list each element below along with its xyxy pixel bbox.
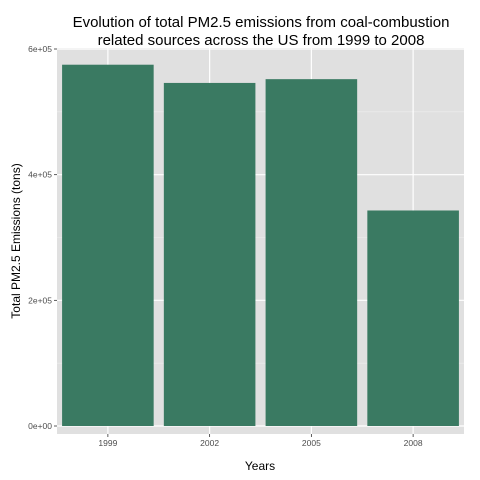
x-tick-label: 1999	[98, 438, 117, 448]
x-tick-label: 2005	[302, 438, 321, 448]
chart-title-line-2: related sources across the US from 1999 …	[98, 32, 425, 49]
x-tick-label: 2008	[404, 438, 423, 448]
y-tick-label: 4e+05	[28, 170, 52, 180]
y-tick-label: 0e+00	[28, 421, 52, 431]
y-tick-label: 6e+05	[28, 44, 52, 54]
x-axis-title: Years	[245, 459, 275, 473]
chart-title-line-1: Evolution of total PM2.5 emissions from …	[73, 14, 450, 31]
bar-2005	[266, 79, 358, 426]
y-tick-label: 2e+05	[28, 295, 52, 305]
bar-1999	[62, 65, 154, 426]
x-tick-label: 2002	[200, 438, 219, 448]
bar-2002	[164, 83, 256, 426]
x-axis-ticks: 1999 2002 2005 2008	[98, 434, 422, 448]
y-axis-ticks: 0e+00 2e+05 4e+05 6e+05	[28, 44, 57, 431]
bar-2008	[367, 210, 459, 426]
y-axis-title: Total PM2.5 Emissions (tons)	[9, 163, 23, 318]
